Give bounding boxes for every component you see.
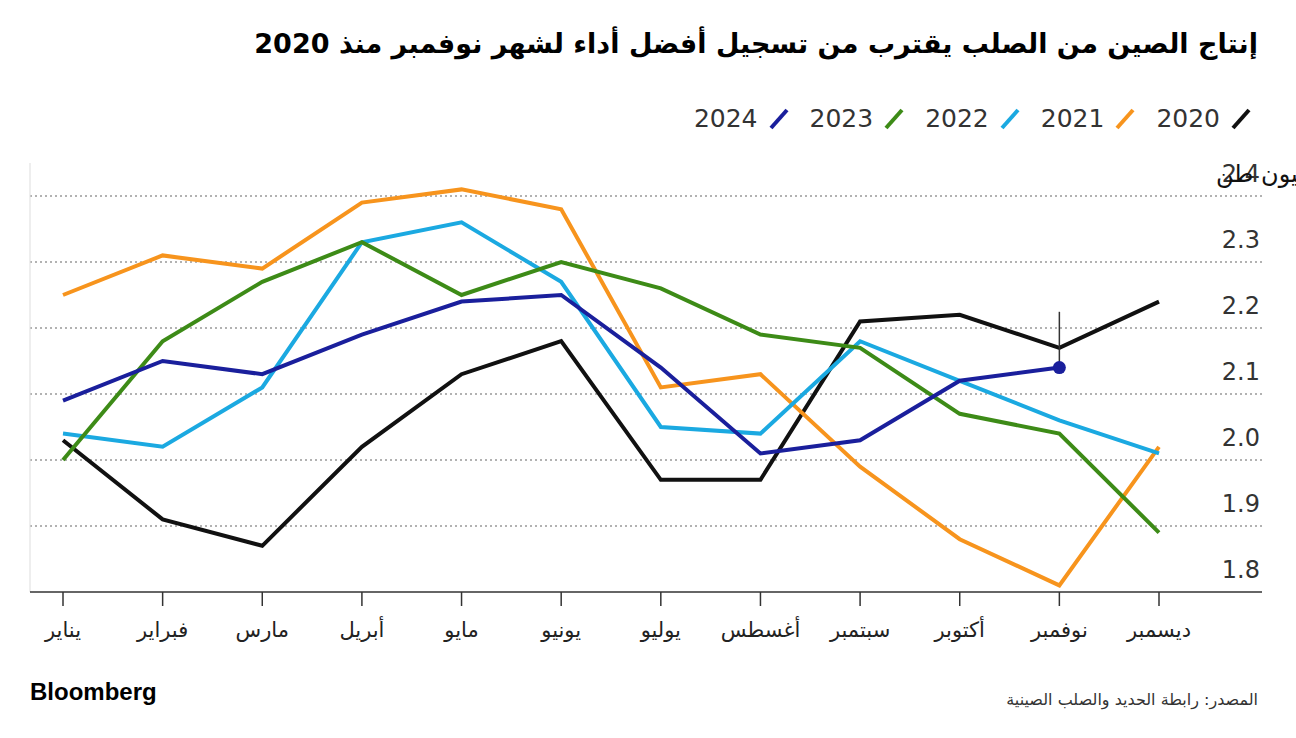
y-tick-label: 1.9 <box>1222 490 1260 518</box>
plot-area <box>63 189 1159 585</box>
x-tick <box>62 592 64 606</box>
legend: 2020 2021 2022 2023 2024 <box>694 104 1252 133</box>
x-tick <box>959 592 961 606</box>
x-tick-label: أكتوبر <box>934 616 985 642</box>
y-range-line <box>30 163 31 592</box>
y-tick-label: 1.8 <box>1222 556 1260 584</box>
brand: Bloomberg <box>30 678 157 706</box>
x-tick-label: أبريل <box>339 616 384 642</box>
x-tick-label: ديسمبر <box>1126 618 1191 642</box>
x-tick <box>859 592 861 606</box>
legend-swatch-line <box>1117 110 1133 128</box>
legend-swatch <box>883 107 905 131</box>
legend-label: 2023 <box>810 104 874 133</box>
legend-item: 2021 <box>1041 104 1137 133</box>
source: المصدر: رابطة الحديد والصلب الصينية <box>1006 690 1258 709</box>
x-tick <box>1059 592 1061 606</box>
x-tick <box>560 592 562 606</box>
legend-swatch-line <box>771 110 787 128</box>
legend-swatch-line <box>1002 110 1018 128</box>
x-tick-label: نوفمبر <box>1030 618 1088 642</box>
legend-label: 2024 <box>694 104 758 133</box>
legend-item: 2022 <box>925 104 1021 133</box>
legend-label: 2022 <box>925 104 989 133</box>
x-tick-label: مايو <box>443 618 478 642</box>
grid-line <box>30 525 1262 527</box>
series-line <box>63 189 1159 585</box>
legend-swatch <box>999 107 1021 131</box>
series-line <box>63 242 1159 532</box>
x-tick <box>361 592 363 606</box>
legend-label: 2020 <box>1156 104 1220 133</box>
legend-swatch-line <box>1233 110 1249 128</box>
x-tick-label: سبتمبر <box>829 618 890 642</box>
legend-swatch <box>768 107 790 131</box>
marker-stem <box>1059 312 1061 368</box>
series-line <box>63 295 1059 453</box>
legend-swatch-line <box>886 110 902 128</box>
grid-line <box>30 327 1262 329</box>
x-tick-label: يوليو <box>640 618 681 642</box>
legend-swatch <box>1114 107 1136 131</box>
x-tick-label: أغسطس <box>721 616 801 642</box>
last-point <box>1053 361 1066 374</box>
legend-item: 2023 <box>810 104 906 133</box>
legend-label: 2021 <box>1041 104 1105 133</box>
x-tick-label: يونيو <box>540 618 581 642</box>
grid-line <box>30 195 1262 197</box>
x-tick <box>262 592 264 606</box>
y-tick-label: 2.3 <box>1222 226 1260 254</box>
legend-item: 2020 <box>1156 104 1252 133</box>
series-line <box>63 302 1159 546</box>
legend-swatch <box>1230 107 1252 131</box>
y-unit-label: مليون طن <box>1216 160 1296 188</box>
x-tick <box>660 592 662 606</box>
x-tick-label: فبراير <box>136 618 188 642</box>
x-tick-label: مارس <box>236 618 289 642</box>
grid-line <box>30 393 1262 395</box>
x-axis-line <box>30 591 1262 593</box>
x-tick-label: يناير <box>44 618 81 642</box>
y-tick-label: 2.0 <box>1222 424 1260 452</box>
x-tick <box>162 592 164 606</box>
y-tick-label: 2.1 <box>1222 358 1260 386</box>
chart: 1.81.92.02.12.22.32.4مليون طنينايرفبراير… <box>0 0 1296 738</box>
y-tick-label: 2.2 <box>1222 292 1260 320</box>
x-tick <box>461 592 463 606</box>
x-tick <box>760 592 762 606</box>
legend-item: 2024 <box>694 104 790 133</box>
title: إنتاج الصين من الصلب يقترب من تسجيل أفضل… <box>254 28 1258 59</box>
x-tick <box>1158 592 1160 606</box>
